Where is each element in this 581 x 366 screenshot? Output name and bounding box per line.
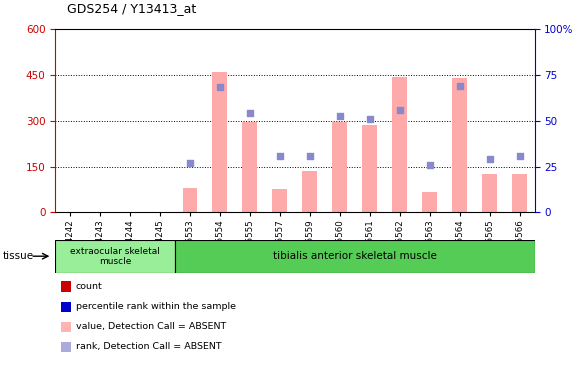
Bar [175,240,535,273]
Text: count: count [76,282,102,291]
Point [485,156,494,162]
Point [395,107,404,113]
Text: GDS254 / Y13413_at: GDS254 / Y13413_at [67,1,196,15]
Text: tibialis anterior skeletal muscle: tibialis anterior skeletal muscle [273,251,437,261]
Bar [213,72,227,212]
Point [185,161,195,167]
Point [515,153,524,159]
Text: extraocular skeletal
muscle: extraocular skeletal muscle [70,246,160,266]
Bar [55,240,175,273]
Point [245,110,254,116]
Point [305,153,314,159]
Text: rank, Detection Call = ABSENT: rank, Detection Call = ABSENT [76,343,221,351]
Point [275,153,285,159]
Bar [242,122,257,212]
Point [365,116,374,122]
Bar [392,76,407,212]
Bar [302,171,317,212]
Point [425,162,435,168]
Bar [452,78,467,212]
Point [335,113,345,119]
Bar [363,125,377,212]
Point [216,84,225,90]
Bar [332,122,347,212]
Point [455,83,464,89]
Bar [422,193,437,212]
Bar [512,174,527,212]
Bar [272,190,288,212]
Bar [482,174,497,212]
Text: tissue: tissue [3,251,34,261]
Bar [182,188,198,212]
Text: value, Detection Call = ABSENT: value, Detection Call = ABSENT [76,322,226,331]
Text: percentile rank within the sample: percentile rank within the sample [76,302,235,311]
